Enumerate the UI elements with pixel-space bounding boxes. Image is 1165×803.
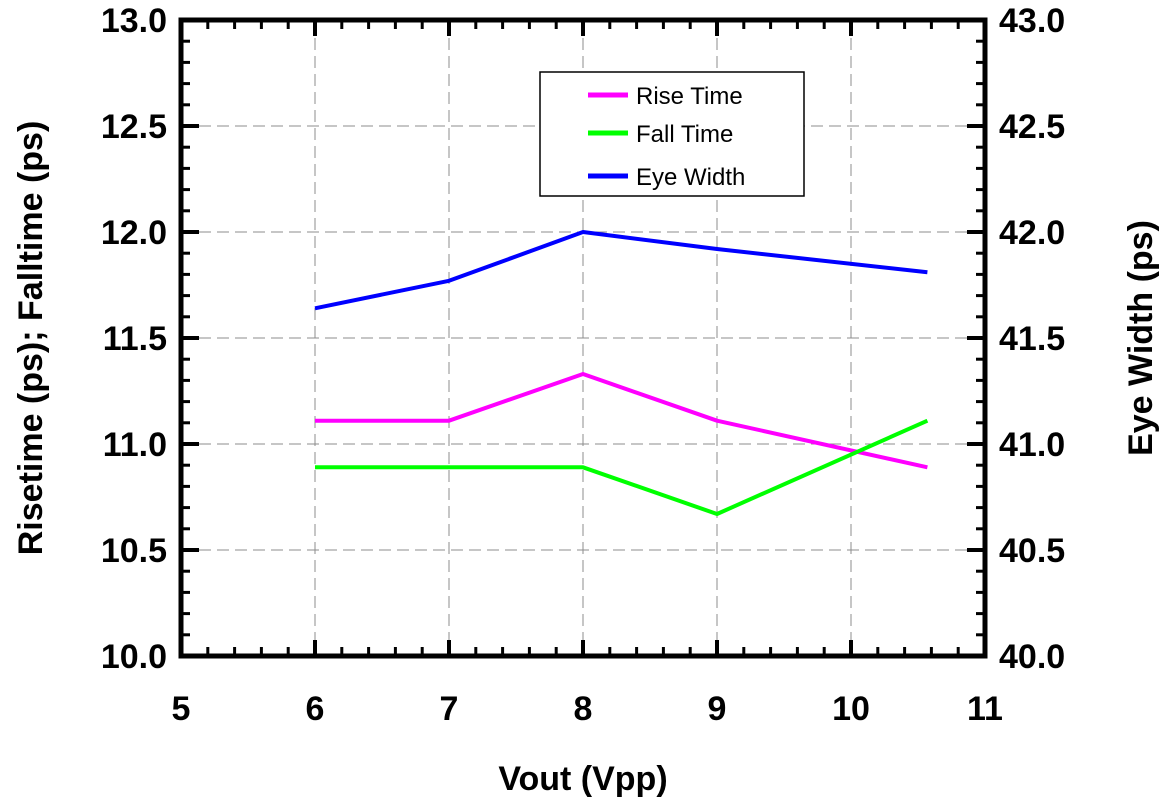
y-left-tick-label: 11.0 [103, 426, 167, 464]
series-line-rise-time [315, 372, 928, 470]
legend-label-rise-time: Rise Time [636, 83, 743, 110]
x-tick-label: 5 [172, 690, 191, 728]
y-left-tick-label: 13.0 [101, 2, 167, 40]
x-tick-label: 8 [574, 690, 593, 728]
y-left-tick-label: 10.5 [101, 532, 167, 570]
x-axis-title: Vout (Vpp) [498, 760, 667, 798]
series-line-fall-time [315, 418, 929, 516]
y-left-tick-label: 12.0 [101, 214, 167, 252]
x-tick-label: 9 [708, 690, 727, 728]
series-lines [314, 230, 929, 516]
y-right-tick-label: 43.0 [999, 2, 1065, 40]
grid-lines [181, 20, 985, 656]
y-left-tick-label: 12.5 [101, 108, 167, 146]
tick-labels: 5 6 7 8 9 10 11 10.0 10.5 11.0 11.5 12.0 12.5 13.0 40.… [101, 2, 1065, 728]
series-line-eye-width [314, 230, 928, 311]
y-left-tick-label: 11.5 [103, 320, 167, 358]
x-tick-label: 7 [440, 690, 459, 728]
right-y-axis-title: Eye Width (ps) [1122, 220, 1160, 456]
axis-ticks [179, 18, 987, 658]
legend-label-eye-width: Eye Width [636, 164, 745, 191]
x-tick-label: 6 [306, 690, 325, 728]
y-left-tick-label: 10.0 [101, 638, 167, 676]
y-right-tick-label: 41.0 [999, 426, 1065, 464]
y-right-tick-label: 42.0 [999, 214, 1065, 252]
x-tick-label: 11 [967, 690, 1003, 728]
y-right-tick-label: 40.5 [999, 532, 1065, 570]
legend-label-fall-time: Fall Time [636, 121, 733, 148]
y-right-tick-label: 40.0 [999, 638, 1065, 676]
x-tick-label: 10 [832, 690, 870, 728]
left-y-axis-title: Risetime (ps); Falltime (ps) [12, 121, 50, 556]
y-right-tick-label: 41.5 [999, 320, 1065, 358]
legend: Rise Time Fall Time Eye Width [539, 71, 805, 197]
legend-box [539, 71, 805, 197]
y-right-tick-label: 42.5 [999, 108, 1065, 146]
